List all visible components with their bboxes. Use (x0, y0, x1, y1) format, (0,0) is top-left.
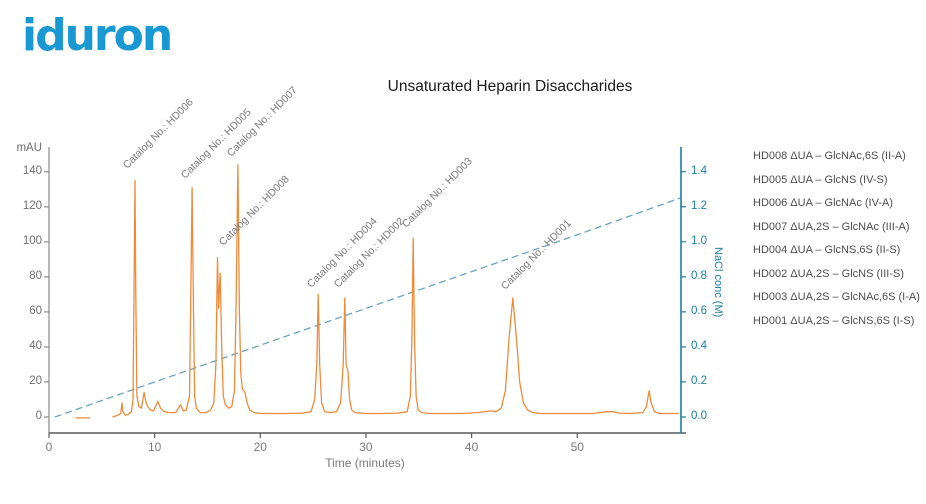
y-right-tick-label: 1.0 (691, 234, 707, 247)
y-axis-right-title: NaCl conc (M) (712, 247, 724, 318)
y-right-tick-label: 1.2 (691, 199, 707, 212)
y-left-tick-label: 140 (22, 164, 42, 177)
y-left-tick-label: 80 (29, 269, 42, 282)
legend-item-hd007: HD007 ΔUA,2S – GlcNAc (III-A) (753, 220, 910, 233)
x-tick-label: 40 (464, 440, 479, 454)
legend-item-hd005: HD005 ΔUA – GlcNS (IV-S) (753, 173, 888, 186)
y-right-tick-label: 0.6 (691, 304, 707, 317)
y-left-tick-label: 120 (22, 199, 42, 212)
y-left-tick-label: 20 (29, 374, 42, 387)
y-right-tick-label: 0.8 (691, 269, 707, 282)
y-axis-left-title: mAU (16, 142, 42, 154)
legend-item-hd001: HD001 ΔUA,2S – GlcNS,6S (I-S) (753, 314, 915, 327)
iduron-logo: iduron (22, 10, 173, 61)
x-tick-label: 20 (253, 440, 267, 454)
x-tick-label: 50 (570, 440, 584, 454)
y-left-tick-label: 60 (29, 304, 42, 317)
legend-item-hd008: HD008 ΔUA – GlcNAc,6S (II-A) (753, 150, 906, 162)
x-tick-label: 10 (147, 440, 162, 454)
y-right-tick-label: 0.2 (691, 374, 707, 387)
y-left-tick-label: 100 (22, 234, 42, 247)
legend-item-hd003: HD003 ΔUA,2S – GlcNAc,6S (I-A) (753, 291, 920, 303)
legend-item-hd006: HD006 ΔUA – GlcNAc (IV-A) (753, 197, 893, 209)
legend-item-hd002: HD002 ΔUA,2S – GlcNS (III-S) (753, 267, 904, 280)
y-right-tick-label: 1.4 (691, 164, 707, 177)
legend: HD008 ΔUA – GlcNAc,6S (II-A) HD005 ΔUA – … (753, 150, 925, 338)
x-tick-label: 0 (45, 440, 53, 454)
y-left-tick-label: 40 (29, 339, 42, 352)
x-axis-title: Time (minutes) (325, 456, 405, 470)
nacl-gradient-line (54, 197, 681, 418)
y-right-tick-label: 0.4 (691, 339, 707, 352)
chart-title: Unsaturated Heparin Disaccharides (387, 78, 633, 95)
x-tick-label: 30 (359, 440, 373, 454)
legend-item-hd004: HD004 ΔUA – GlcNS,6S (II-S) (753, 244, 901, 256)
uv-trace (112, 164, 679, 418)
y-left-tick-label: 0 (35, 410, 42, 422)
y-right-tick-label: 0.0 (691, 410, 707, 422)
